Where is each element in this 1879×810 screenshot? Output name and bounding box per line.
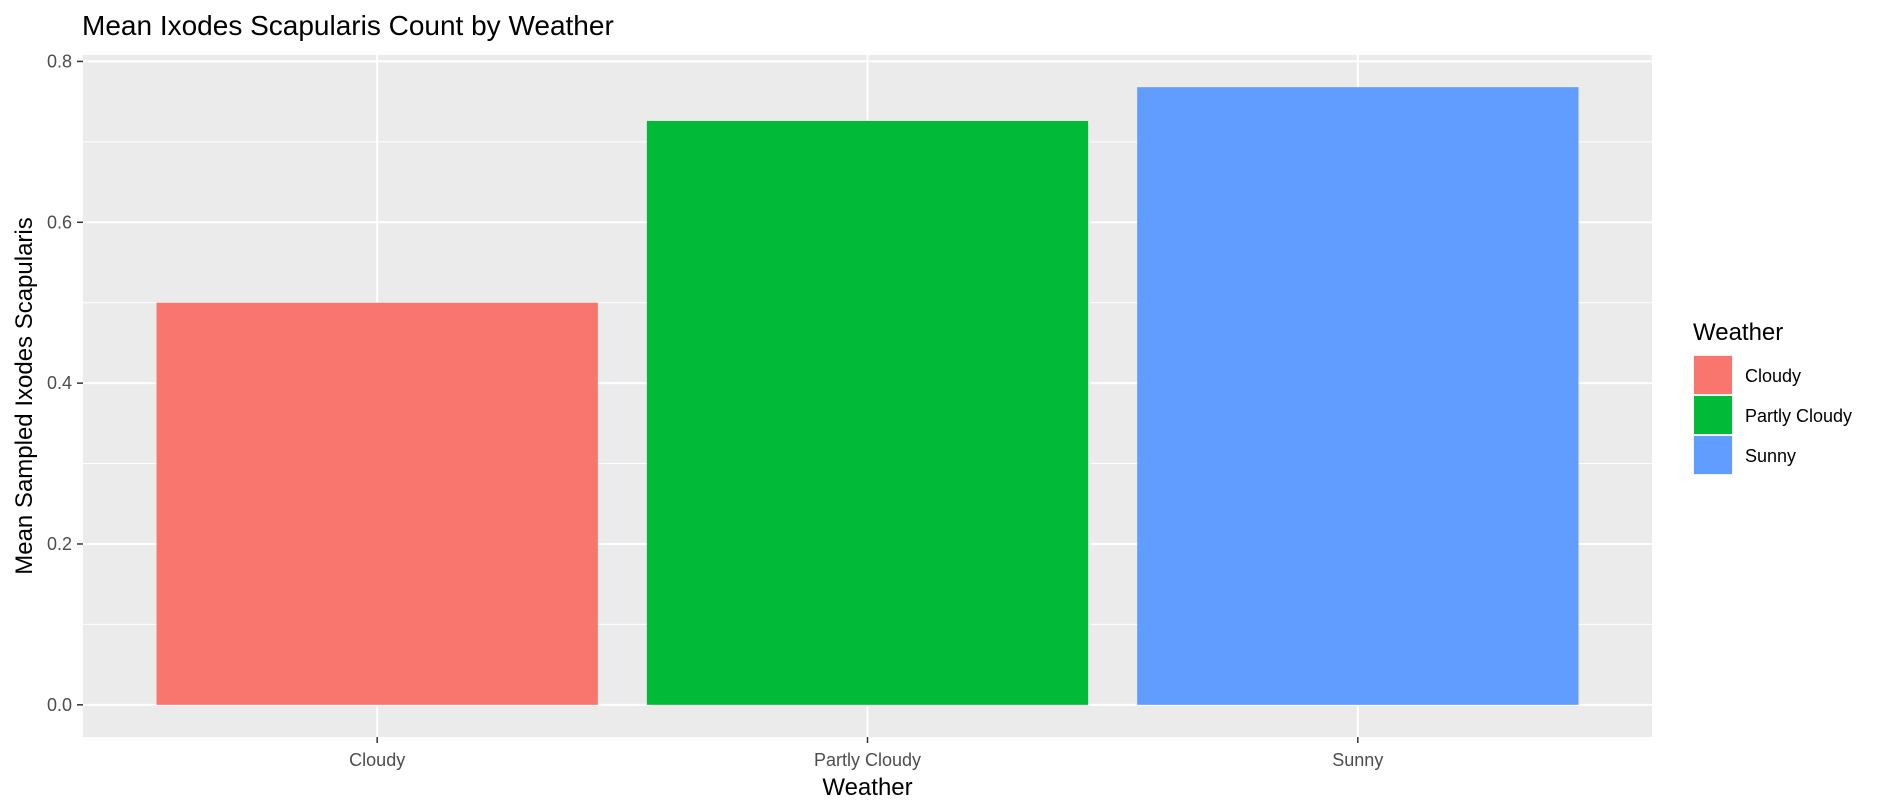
legend-key-sunny [1694, 436, 1732, 474]
x-axis: Cloudy Partly Cloudy Sunny [349, 737, 1383, 770]
legend-label: Sunny [1745, 446, 1796, 466]
y-tick-label: 0.2 [47, 534, 72, 554]
x-tick-label: Partly Cloudy [814, 750, 921, 770]
legend-label: Cloudy [1745, 366, 1801, 386]
y-tick-label: 0.6 [47, 212, 72, 232]
legend-label: Partly Cloudy [1745, 406, 1852, 426]
legend-title: Weather [1693, 319, 1783, 346]
x-tick-label: Cloudy [349, 750, 405, 770]
bar-partly-cloudy [646, 120, 1089, 705]
legend: Weather Cloudy Partly Cloudy Sunny [1693, 319, 1852, 475]
y-tick-label: 0.8 [47, 51, 72, 71]
y-axis: 0.0 0.2 0.4 0.6 0.8 [47, 51, 83, 715]
y-tick-label: 0.0 [47, 695, 72, 715]
x-tick-label: Sunny [1332, 750, 1383, 770]
bars [156, 87, 1579, 705]
bar-sunny [1137, 87, 1579, 705]
y-axis-title: Mean Sampled Ixodes Scapularis [11, 217, 38, 575]
y-tick-label: 0.4 [47, 373, 72, 393]
bar-cloudy [156, 302, 598, 705]
legend-key-cloudy [1694, 356, 1732, 394]
x-axis-title: Weather [822, 774, 912, 801]
legend-key-partly-cloudy [1694, 396, 1732, 434]
chart-title: Mean Ixodes Scapularis Count by Weather [82, 10, 614, 41]
legend-entries: Cloudy Partly Cloudy Sunny [1693, 355, 1852, 475]
